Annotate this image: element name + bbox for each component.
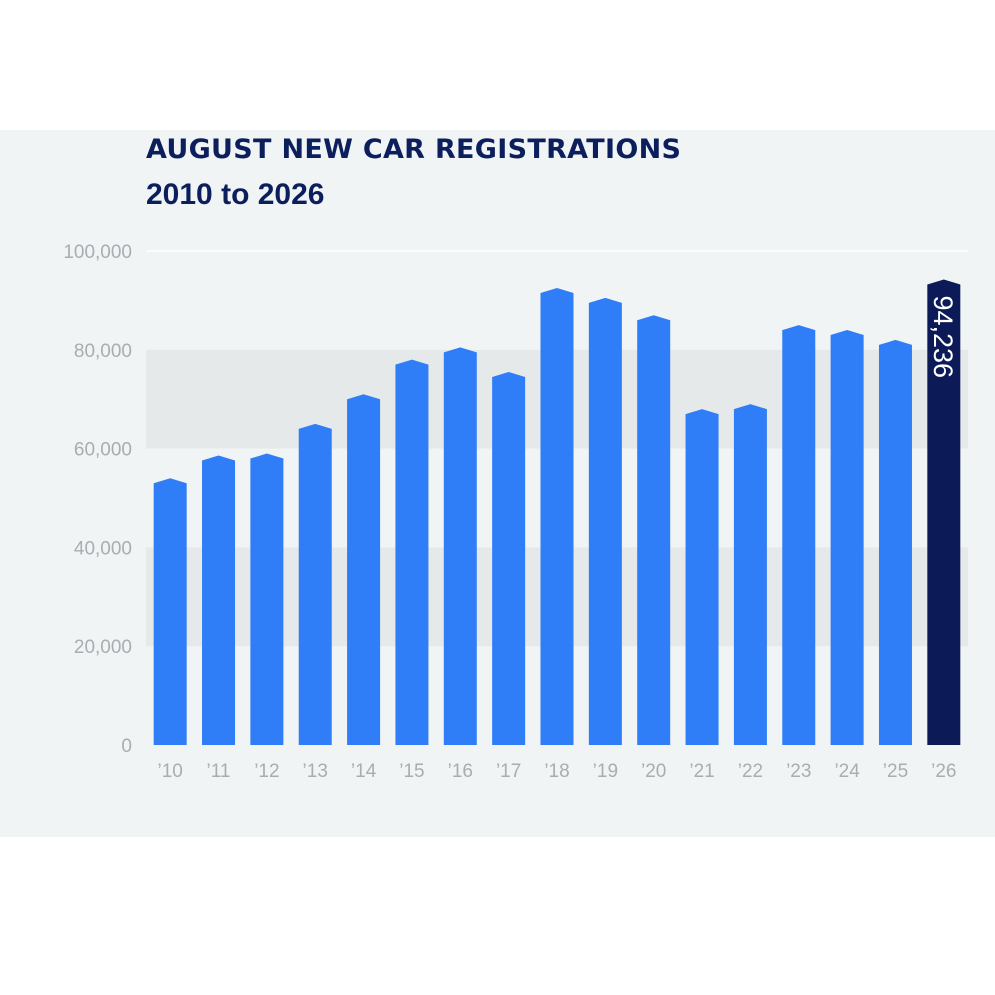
y-tick-label: 20,000 [74, 637, 132, 658]
x-tick-label: ’20 [641, 761, 666, 782]
x-tick-label: ’22 [738, 761, 763, 782]
x-tick-label: ’15 [399, 761, 424, 782]
bar-1 [202, 455, 236, 745]
bar-15 [878, 339, 912, 745]
y-tick-label: 40,000 [74, 538, 132, 559]
bar-16 [927, 279, 961, 745]
x-tick-label: ’19 [593, 761, 618, 782]
x-tick-label: ’23 [786, 761, 811, 782]
bar-2 [250, 453, 284, 745]
x-tick-label: ’14 [351, 761, 377, 782]
bar-5 [395, 359, 429, 745]
bar-4 [347, 394, 381, 745]
x-tick-label: ’13 [303, 761, 328, 782]
chart-subtitle: 2010 to 2026 [146, 178, 325, 211]
x-tick-label: ’18 [544, 761, 569, 782]
x-tick-label: ’25 [883, 761, 908, 782]
x-tick-label: ’10 [157, 761, 182, 782]
chart-title: AUGUST NEW CAR REGISTRATIONS [146, 134, 682, 165]
y-tick-label: 0 [121, 736, 132, 757]
bar-0 [153, 478, 187, 745]
bar-7 [492, 372, 526, 745]
bar-9 [588, 297, 622, 745]
bar-11 [685, 409, 719, 745]
bar-6 [443, 347, 477, 745]
x-tick-label: ’12 [254, 761, 279, 782]
bars: 94,236 [153, 279, 961, 745]
x-tick-label: ’16 [448, 761, 473, 782]
bar-13 [782, 325, 816, 745]
y-tick-label: 60,000 [74, 440, 132, 461]
bar-3 [298, 423, 332, 745]
y-tick-label: 100,000 [63, 242, 132, 263]
bar-10 [637, 315, 671, 745]
value-label-highlight: 94,236 [928, 295, 958, 378]
x-tick-label: ’11 [207, 761, 231, 782]
y-tick-label: 80,000 [74, 341, 132, 362]
x-tick-label: ’21 [689, 761, 714, 782]
y-axis: 0 20,000 40,000 60,000 80,000 100,000 [63, 242, 132, 757]
x-axis: ’10 ’11 ’12 ’13 ’14 ’15 ’16 ’17 ’18 ’19 ’20 ’21 ’22 ’… [157, 761, 956, 782]
x-tick-label: ’17 [496, 761, 521, 782]
bar-14 [830, 330, 864, 745]
x-tick-label: ’26 [931, 761, 956, 782]
bar-12 [733, 404, 767, 745]
bar-8 [540, 288, 574, 745]
x-tick-label: ’24 [834, 761, 860, 782]
